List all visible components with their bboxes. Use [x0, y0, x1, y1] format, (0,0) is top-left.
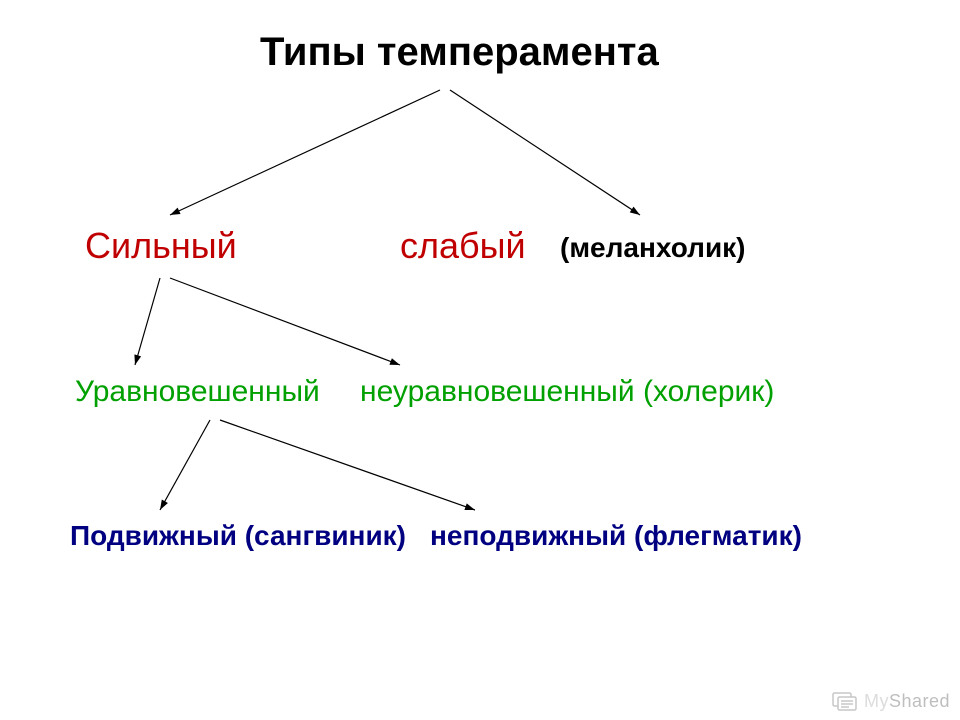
node-unbalanced: неуравновешенный (холерик) [360, 375, 774, 409]
node-strong: Сильный [85, 225, 237, 267]
arrows-layer [0, 0, 960, 720]
watermark-icon [832, 690, 858, 712]
watermark-prefix: My [864, 691, 889, 711]
watermark-suffix: Shared [889, 691, 950, 711]
node-balanced: Уравновешенный [75, 375, 320, 409]
watermark-text: MyShared [864, 691, 950, 712]
node-title: Типы темперамента [260, 30, 659, 75]
watermark: MyShared [832, 690, 950, 712]
node-weak-note: (меланхолик) [560, 232, 746, 264]
node-weak: слабый [400, 225, 526, 267]
diagram-stage: Типы темперамента Сильный слабый (меланх… [0, 0, 960, 720]
node-immobile: неподвижный (флегматик) [430, 520, 802, 552]
node-mobile: Подвижный (сангвиник) [70, 520, 406, 552]
